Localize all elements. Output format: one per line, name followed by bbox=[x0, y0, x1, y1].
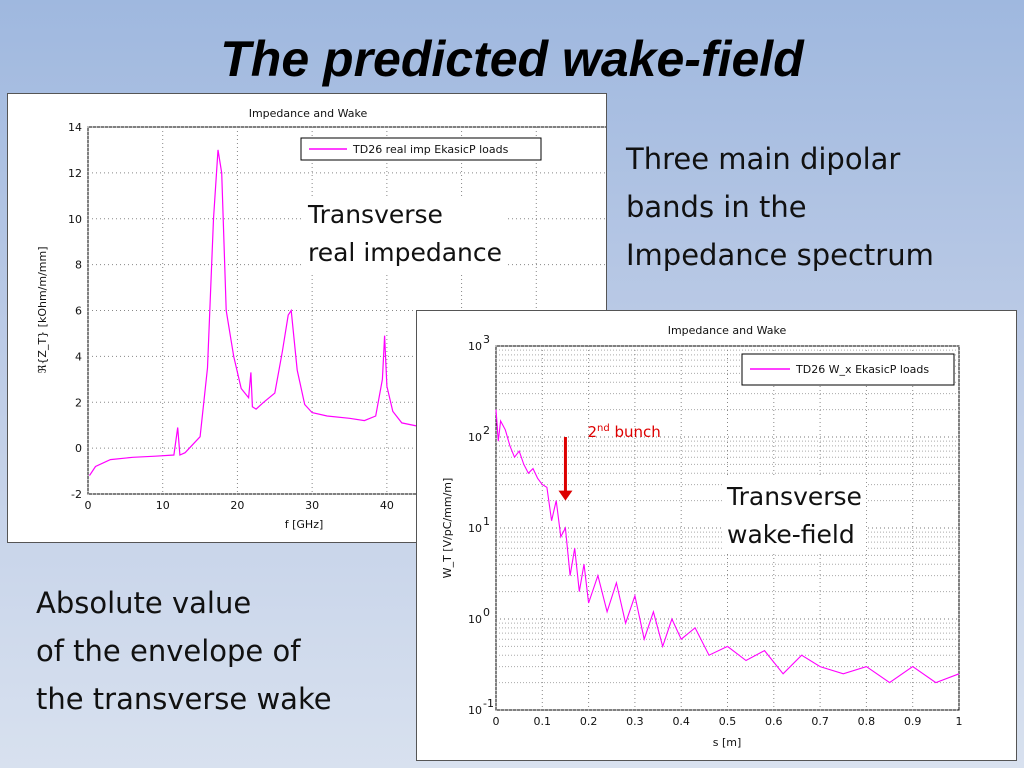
wake-x-tick-label: 0 bbox=[493, 715, 500, 728]
wake-x-tick-label: 0.7 bbox=[811, 715, 829, 728]
wake-y-tick-label: 10 bbox=[468, 704, 482, 717]
wake-chart-title: Impedance and Wake bbox=[668, 324, 787, 337]
wake-x-tick-label: 0.3 bbox=[626, 715, 644, 728]
impedance-legend-box bbox=[300, 137, 542, 161]
impedance-overlay-label: Transverse real impedance bbox=[304, 196, 507, 272]
right-text-line-2: bands in the bbox=[626, 190, 807, 224]
impedance-legend-label: TD26 real imp EkasicP loads bbox=[352, 143, 509, 156]
wake-y-tick-label: 10 bbox=[468, 340, 482, 353]
wake-y-tick-exponent: 1 bbox=[483, 515, 490, 528]
second-bunch-label-sup: nd bbox=[597, 423, 610, 434]
slide-title: The predicted wake-field bbox=[220, 31, 804, 87]
impedance-y-tick-label: 12 bbox=[68, 167, 82, 180]
second-bunch-label-rest: bunch bbox=[610, 423, 661, 441]
impedance-y-tick-label: 10 bbox=[68, 213, 82, 226]
right-text-line-1: Three main dipolar bbox=[626, 142, 901, 176]
wake-x-tick-label: 0.8 bbox=[858, 715, 876, 728]
impedance-y-tick-label: 0 bbox=[75, 442, 82, 455]
wake-x-tick-label: 0.9 bbox=[904, 715, 922, 728]
wake-y-tick-exponent: 3 bbox=[483, 333, 490, 346]
impedance-y-tick-label: 6 bbox=[75, 305, 82, 318]
impedance-x-axis-label: f [GHz] bbox=[285, 518, 324, 531]
wake-overlay-line-2: wake-field bbox=[727, 520, 855, 549]
wake-y-tick-exponent: 0 bbox=[483, 606, 490, 619]
wake-legend-label: TD26 W_x EkasicP loads bbox=[795, 363, 929, 376]
wake-overlay-line-1: Transverse bbox=[727, 482, 862, 511]
impedance-y-tick-label: 4 bbox=[75, 350, 82, 363]
wake-y-tick-label: 10 bbox=[468, 431, 482, 444]
wake-y-tick-exponent: 2 bbox=[483, 424, 490, 437]
wake-x-tick-label: 0.6 bbox=[765, 715, 783, 728]
impedance-overlay-line-1: Transverse bbox=[308, 200, 443, 229]
right-text-block: Three main dipolar bands in the Impedanc… bbox=[626, 135, 934, 279]
impedance-overlay-line-2: real impedance bbox=[308, 238, 503, 267]
impedance-x-tick-label: 20 bbox=[230, 499, 244, 512]
wake-series-line bbox=[495, 409, 960, 684]
impedance-x-tick-label: 30 bbox=[305, 499, 319, 512]
left-text-line-3: the transverse wake bbox=[36, 682, 332, 716]
wake-x-tick-label: 0.2 bbox=[580, 715, 598, 728]
left-text-line-1: Absolute value bbox=[36, 586, 252, 620]
second-bunch-arrow-head bbox=[558, 490, 573, 501]
impedance-x-tick-label: 0 bbox=[85, 499, 92, 512]
impedance-y-axis-label: ℜ{Z_T} [kOhm/m/mm] bbox=[36, 246, 49, 373]
wake-y-axis-label: W_T [V/pC/mm/m] bbox=[441, 478, 454, 579]
wake-x-tick-label: 0.4 bbox=[672, 715, 690, 728]
impedance-y-tick-label: -2 bbox=[71, 488, 82, 501]
wake-y-tick-exponent: -1 bbox=[483, 697, 494, 710]
wake-x-axis-label: s [m] bbox=[713, 736, 742, 749]
wake-x-tick-label: 0.1 bbox=[534, 715, 552, 728]
impedance-x-tick-label: 10 bbox=[156, 499, 170, 512]
wake-y-tick-label: 10 bbox=[468, 522, 482, 535]
impedance-x-tick-label: 40 bbox=[380, 499, 394, 512]
wake-y-tick-label: 10 bbox=[468, 613, 482, 626]
wake-x-tick-label: 1 bbox=[956, 715, 963, 728]
left-text-block: Absolute value of the envelope of the tr… bbox=[36, 579, 332, 723]
left-text-line-2: of the envelope of bbox=[36, 634, 301, 668]
impedance-y-tick-label: 8 bbox=[75, 259, 82, 272]
wake-overlay-label: Transverse wake-field bbox=[723, 478, 866, 554]
impedance-chart-title: Impedance and Wake bbox=[249, 107, 368, 120]
right-text-line-3: Impedance spectrum bbox=[626, 238, 934, 272]
wake-figure: Impedance and Wake 10 -1 10 0 10 1 10 2 10 3 0 0.1 0.… bbox=[416, 310, 1017, 761]
impedance-y-tick-label: 2 bbox=[75, 396, 82, 409]
impedance-y-tick-label: 14 bbox=[68, 121, 82, 134]
wake-x-tick-label: 0.5 bbox=[719, 715, 737, 728]
